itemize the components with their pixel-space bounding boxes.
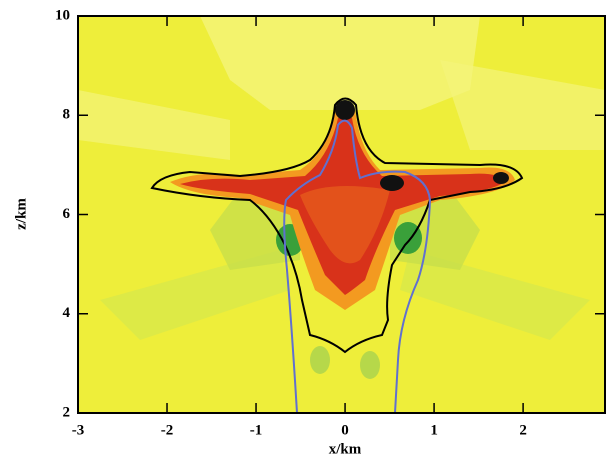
field bbox=[78, 16, 605, 413]
x-tick-label: -2 bbox=[161, 422, 174, 438]
y-tick-label: 4 bbox=[63, 305, 71, 321]
orange-core bbox=[300, 186, 390, 264]
light-region bbox=[78, 90, 230, 160]
blue-contour bbox=[283, 119, 432, 413]
y-tick-label: 8 bbox=[63, 107, 71, 123]
y-axis-label: z/km bbox=[13, 198, 29, 230]
dark-core bbox=[493, 172, 509, 184]
x-tick-label: -3 bbox=[72, 422, 85, 438]
y-tick-label: 10 bbox=[55, 7, 70, 23]
light-region bbox=[200, 16, 480, 110]
green-patch bbox=[310, 346, 330, 374]
green-patch bbox=[360, 351, 380, 379]
x-axis-label: x/km bbox=[329, 441, 362, 457]
light-region bbox=[440, 60, 605, 150]
x-tick-label: 0 bbox=[341, 422, 349, 438]
green-patch bbox=[394, 222, 422, 254]
band bbox=[400, 250, 590, 340]
dark-core bbox=[335, 100, 355, 120]
x-tick-label: -1 bbox=[250, 422, 263, 438]
band bbox=[100, 250, 290, 340]
x-tick-label: 2 bbox=[519, 422, 527, 438]
dark-core bbox=[380, 175, 404, 191]
y-tick-label: 6 bbox=[63, 206, 71, 222]
y-tick-label: 2 bbox=[63, 404, 71, 420]
x-tick-label: 1 bbox=[430, 422, 438, 438]
